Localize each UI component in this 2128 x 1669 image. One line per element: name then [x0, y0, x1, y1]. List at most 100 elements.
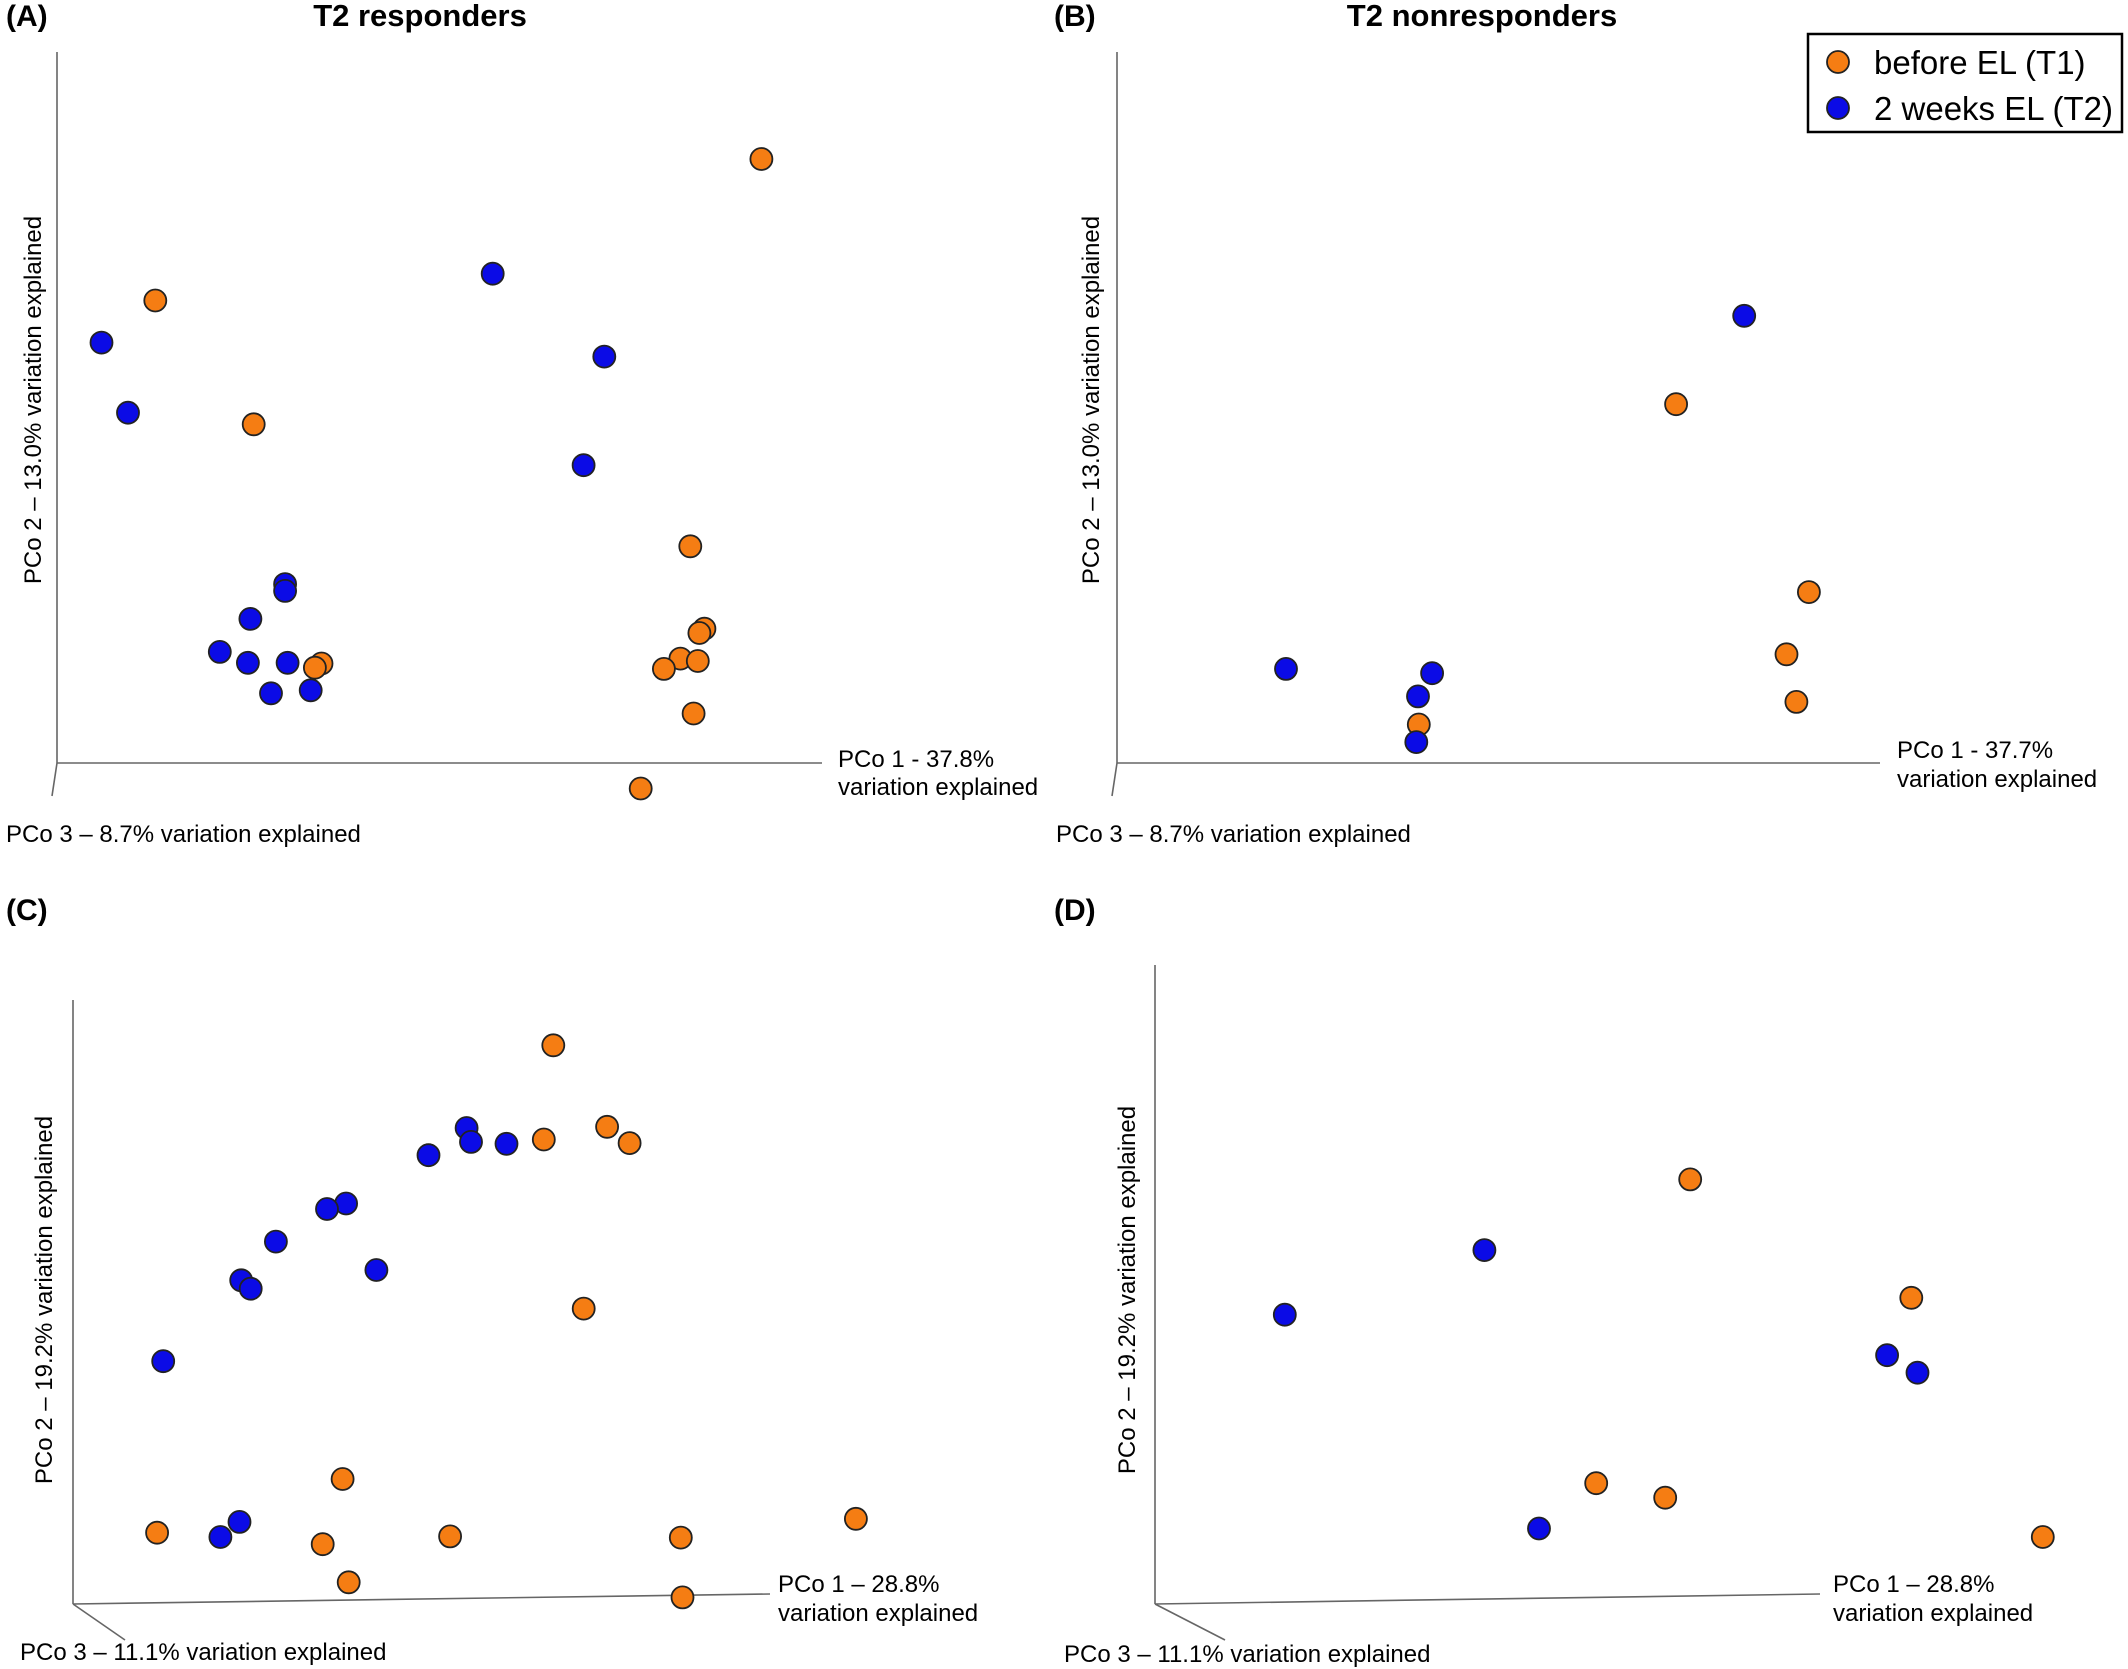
panel-b-t1-point-0 [1664, 392, 1688, 417]
panel-c-t2-point-10 [151, 1349, 176, 1374]
panel-c-x-axis [72, 1593, 771, 1605]
legend-label-t1: before EL (T1) [1874, 44, 2086, 81]
panel-b: (B) T2 nonresponders PCo 2 – 13.0% varia… [1054, 0, 2097, 848]
panel-b-letter: (B) [1054, 0, 1096, 33]
panel-d-t1-point-0 [1678, 1167, 1703, 1192]
panel-c-t2-point-3 [416, 1143, 441, 1168]
panel-d-t1-point-4 [2030, 1525, 2055, 1549]
panel-d-t2-point-0 [1472, 1238, 1497, 1262]
panel-c-t1-point-4 [571, 1296, 596, 1321]
panel-a-x-label: PCo 1 - 37.8% [838, 746, 994, 773]
panel-b-t1-point-3 [1784, 690, 1809, 714]
panel-c-t1-point-9 [668, 1525, 693, 1550]
panel-a-t1-point-12 [628, 776, 653, 801]
panel-a-t2-point-4 [571, 453, 596, 478]
legend-swatch-t2 [1826, 96, 1850, 120]
panel-a-t1-point-11 [681, 701, 706, 726]
panel-a-t1-point-5 [687, 621, 712, 645]
panel-a-t2-point-12 [298, 678, 323, 703]
panel-d-x-label-2: variation explained [1833, 1600, 2033, 1627]
panel-a-t2-point-3 [116, 400, 140, 425]
panel-a-t2-point-10 [275, 650, 300, 675]
panel-a-z-axis [51, 762, 58, 797]
panel-b-t2-point-3 [1406, 684, 1430, 709]
panel-a-t2-point-9 [235, 650, 260, 675]
panel-c-z-label: PCo 3 – 11.1% variation explained [20, 1639, 386, 1666]
panel-d-t1-point-3 [1653, 1485, 1678, 1510]
panel-a-t2-point-11 [259, 681, 283, 706]
panel-d-z-axis [1154, 1603, 1226, 1641]
panel-a-t2-point-6 [273, 579, 298, 603]
legend: before EL (T1) 2 weeks EL (T2) [1806, 32, 2124, 134]
panel-c-t1-point-3 [617, 1131, 642, 1155]
panel-d-t2-point-4 [1527, 1516, 1551, 1541]
legend-swatch-t1 [1826, 50, 1850, 74]
panel-a-t2-point-1 [89, 330, 114, 355]
panel-a-t2-point-0 [480, 261, 505, 286]
panel-c-t1-point-0 [541, 1033, 566, 1058]
panel-b-t2-point-1 [1274, 657, 1298, 681]
panel-c-t1-point-1 [595, 1114, 619, 1139]
legend-label-t2: 2 weeks EL (T2) [1874, 90, 2113, 127]
panel-b-x-label: PCo 1 - 37.7% [1897, 737, 2053, 764]
panel-d-t1-point-2 [1584, 1471, 1609, 1496]
panel-a-points [89, 147, 774, 801]
panel-c-t2-point-7 [364, 1258, 389, 1282]
panel-d-y-label: PCo 2 – 19.2% variation explained [1114, 1106, 1141, 1474]
panel-b-z-label: PCo 3 – 8.7% variation explained [1056, 821, 1411, 848]
panel-d-t2-point-3 [1905, 1360, 1930, 1385]
panel-c-t1-point-11 [336, 1570, 361, 1595]
panel-c-t2-point-9 [238, 1276, 263, 1301]
panel-c-t1-point-5 [330, 1467, 355, 1491]
panel-c-points [145, 1033, 868, 1610]
panel-c-t2-point-11 [227, 1510, 252, 1534]
panel-a-t1-point-3 [678, 534, 703, 559]
panel-b-points [1274, 303, 1821, 754]
panel-d-letter: (D) [1054, 894, 1096, 927]
panel-a-title: T2 responders [313, 0, 527, 33]
panel-c-t2-point-6 [263, 1229, 288, 1254]
panel-c-t1-point-8 [438, 1524, 463, 1549]
panel-b-t1-point-1 [1797, 580, 1821, 604]
panel-a-letter: (A) [6, 0, 48, 33]
panel-c: (C) PCo 2 – 19.2% variation explained PC… [6, 894, 978, 1666]
panel-b-x-label-2: variation explained [1897, 766, 2097, 793]
panel-c-t1-point-2 [531, 1127, 556, 1152]
panel-a-t1-point-1 [143, 288, 168, 313]
panel-c-t2-point-2 [494, 1131, 519, 1156]
panel-a-t1-point-2 [241, 412, 266, 437]
panel-a-t1-point-0 [749, 147, 774, 171]
panel-c-y-label: PCo 2 – 19.2% variation explained [31, 1116, 58, 1484]
panel-a: (A) T2 responders PCo 2 – 13.0% variatio… [6, 0, 1038, 848]
panel-d-points [1272, 1167, 2055, 1549]
panel-b-title: T2 nonresponders [1347, 0, 1617, 33]
panel-d-t1-point-1 [1899, 1285, 1924, 1310]
panel-b-t1-point-2 [1774, 642, 1799, 667]
panel-c-t2-point-5 [315, 1197, 339, 1221]
panel-d-t2-point-1 [1272, 1302, 1297, 1327]
panel-b-z-axis [1111, 762, 1118, 797]
panel-c-t2-point-12 [208, 1525, 233, 1549]
panel-a-t1-point-10 [302, 655, 327, 680]
panel-a-t1-point-7 [685, 649, 710, 673]
panel-b-y-label: PCo 2 – 13.0% variation explained [1078, 216, 1105, 584]
panel-d-z-label: PCo 3 – 11.1% variation explained [1064, 1641, 1430, 1668]
panel-c-t1-point-10 [310, 1532, 335, 1557]
panel-a-t1-point-8 [652, 657, 676, 681]
legend-box [1806, 32, 2124, 134]
panel-c-x-label-2: variation explained [778, 1600, 978, 1627]
panel-c-x-label: PCo 1 – 28.8% [778, 1571, 939, 1598]
panel-c-t2-point-1 [459, 1130, 483, 1154]
panel-a-x-label-2: variation explained [838, 774, 1038, 801]
panel-a-t2-point-2 [592, 344, 617, 369]
panel-d: (D) PCo 2 – 19.2% variation explained PC… [1054, 894, 2055, 1668]
panel-d-x-axis [1154, 1593, 1821, 1605]
panel-c-t1-point-12 [670, 1585, 695, 1610]
panel-a-t2-point-7 [238, 607, 263, 631]
panel-c-t1-point-6 [844, 1506, 868, 1531]
panel-c-t1-point-7 [145, 1520, 170, 1545]
panel-c-z-axis [72, 1603, 126, 1641]
panel-b-t2-point-0 [1732, 303, 1757, 328]
panel-d-x-label: PCo 1 – 28.8% [1833, 1571, 1994, 1598]
